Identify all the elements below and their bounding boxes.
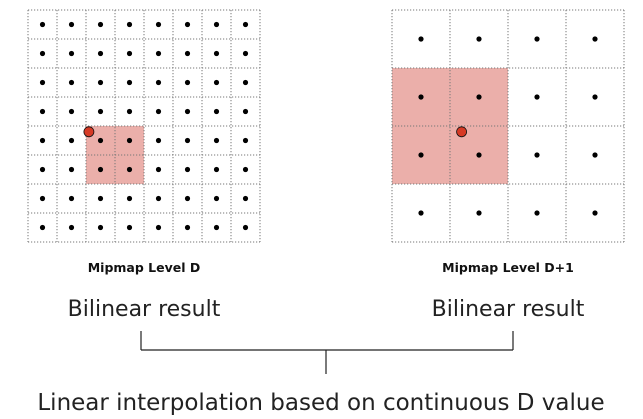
texel-center-dot — [213, 195, 220, 202]
texel-center-dot — [242, 166, 249, 173]
texel-center-dot — [39, 21, 46, 28]
texel-center-dot — [592, 210, 598, 216]
texel-center-dot — [126, 79, 133, 86]
texel-center-dot — [418, 210, 424, 216]
texel-center-dot — [242, 195, 249, 202]
texel-center-dot — [213, 108, 220, 115]
texel-center-dot — [418, 152, 424, 158]
texel-center-dot — [184, 50, 191, 57]
sample-point-marker — [456, 126, 468, 138]
texel-center-dot — [68, 108, 75, 115]
sample-point-marker — [83, 126, 95, 138]
texel-center-dot — [97, 137, 104, 144]
mipmap-level-d-plus-1-caption: Mipmap Level D+1 — [442, 260, 574, 275]
mipmap-level-d-grid — [27, 9, 261, 243]
texel-center-dot — [184, 224, 191, 231]
texel-center-dot — [155, 108, 162, 115]
texel-center-dot — [97, 21, 104, 28]
linear-interpolation-label: Linear interpolation based on continuous… — [37, 390, 604, 416]
texel-center-dot — [476, 94, 482, 100]
texel-center-dot — [39, 137, 46, 144]
texel-center-dot — [242, 224, 249, 231]
texel-center-dot — [97, 50, 104, 57]
texel-center-dot — [184, 166, 191, 173]
combine-bracket — [140, 331, 514, 374]
texel-center-dot — [155, 50, 162, 57]
texel-center-dot — [213, 21, 220, 28]
right-bilinear-result-label: Bilinear result — [432, 297, 585, 322]
texel-center-dot — [592, 36, 598, 42]
texel-center-dot — [184, 79, 191, 86]
texel-center-dot — [418, 36, 424, 42]
texel-center-dot — [155, 224, 162, 231]
texel-center-dot — [476, 210, 482, 216]
texel-center-dot — [126, 166, 133, 173]
texel-center-dot — [68, 50, 75, 57]
mipmap-level-d-plus-1-grid — [391, 9, 625, 243]
texel-center-dot — [184, 195, 191, 202]
texel-center-dot — [39, 224, 46, 231]
texel-center-dot — [155, 195, 162, 202]
texel-center-dot — [68, 79, 75, 86]
texel-center-dot — [155, 166, 162, 173]
texel-center-dot — [242, 108, 249, 115]
texel-center-dot — [39, 166, 46, 173]
texel-center-dot — [39, 108, 46, 115]
texel-center-dot — [155, 21, 162, 28]
texel-center-dot — [126, 50, 133, 57]
texel-center-dot — [97, 79, 104, 86]
texel-center-dot — [126, 108, 133, 115]
texel-center-dot — [39, 50, 46, 57]
texel-center-dot — [97, 224, 104, 231]
texel-center-dot — [126, 195, 133, 202]
texel-center-dot — [476, 36, 482, 42]
texel-center-dot — [97, 195, 104, 202]
texel-center-dot — [68, 224, 75, 231]
texel-center-dot — [155, 79, 162, 86]
texel-center-dot — [97, 108, 104, 115]
texel-center-dot — [418, 94, 424, 100]
texel-center-dot — [242, 137, 249, 144]
texel-center-dot — [242, 21, 249, 28]
texel-center-dot — [534, 36, 540, 42]
texel-center-dot — [242, 79, 249, 86]
texel-center-dot — [126, 21, 133, 28]
texel-center-dot — [534, 152, 540, 158]
texel-center-dot — [68, 137, 75, 144]
texel-center-dot — [213, 224, 220, 231]
mipmap-level-d-caption: Mipmap Level D — [88, 260, 201, 275]
texel-center-dot — [184, 108, 191, 115]
texel-center-dot — [592, 152, 598, 158]
texel-center-dot — [476, 152, 482, 158]
texel-center-dot — [155, 137, 162, 144]
texel-center-dot — [534, 210, 540, 216]
texel-center-dot — [68, 166, 75, 173]
texel-center-dot — [213, 137, 220, 144]
texel-center-dot — [242, 50, 249, 57]
texel-center-dot — [97, 166, 104, 173]
texel-center-dot — [68, 195, 75, 202]
texel-center-dot — [39, 195, 46, 202]
texel-center-dot — [592, 94, 598, 100]
texel-center-dot — [534, 94, 540, 100]
texel-center-dot — [39, 79, 46, 86]
left-bilinear-result-label: Bilinear result — [68, 297, 221, 322]
texel-center-dot — [68, 21, 75, 28]
texel-center-dot — [184, 137, 191, 144]
texel-center-dot — [213, 166, 220, 173]
texel-center-dot — [213, 79, 220, 86]
texel-center-dot — [126, 224, 133, 231]
texel-center-dot — [184, 21, 191, 28]
texel-center-dot — [126, 137, 133, 144]
texel-center-dot — [213, 50, 220, 57]
